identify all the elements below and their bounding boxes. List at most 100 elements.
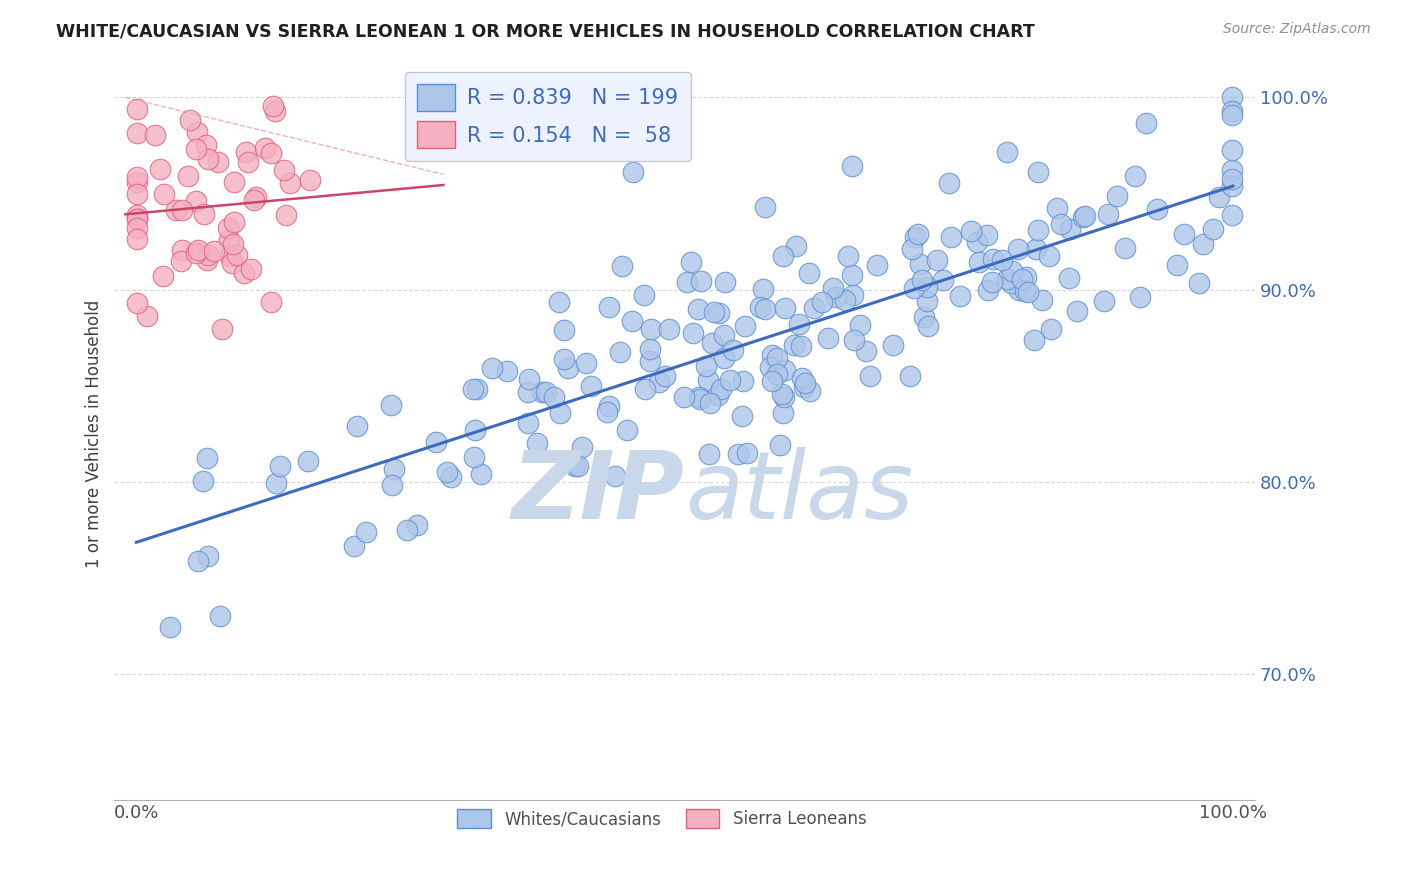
Point [238, 154, 260, 169]
Point [262, 99, 284, 113]
Point [969, 255, 991, 269]
Point [1026, 223, 1049, 237]
Point [425, 434, 447, 449]
Point [263, 103, 285, 118]
Point [245, 189, 267, 203]
Point [259, 294, 281, 309]
Point [772, 249, 794, 263]
Point [127, 295, 149, 310]
Point [949, 289, 972, 303]
Point [548, 406, 571, 420]
Point [346, 418, 368, 433]
Point [657, 322, 679, 336]
Point [440, 470, 463, 484]
Point [699, 447, 721, 461]
Point [721, 343, 744, 358]
Point [1173, 227, 1195, 241]
Point [734, 319, 756, 334]
Point [222, 236, 245, 251]
Point [276, 208, 298, 222]
Point [197, 549, 219, 563]
Point [688, 301, 710, 316]
Y-axis label: 1 or more Vehicles in Household: 1 or more Vehicles in Household [86, 300, 103, 568]
Point [634, 382, 657, 396]
Point [207, 155, 229, 169]
Point [470, 467, 492, 481]
Point [395, 524, 418, 538]
Point [1038, 249, 1060, 263]
Point [758, 360, 780, 375]
Point [1220, 90, 1243, 104]
Point [932, 273, 955, 287]
Point [579, 378, 602, 392]
Point [243, 193, 266, 207]
Point [983, 252, 1005, 266]
Point [837, 249, 859, 263]
Point [253, 141, 276, 155]
Point [769, 438, 792, 452]
Point [1220, 208, 1243, 222]
Point [917, 319, 939, 334]
Point [727, 447, 749, 461]
Point [1208, 190, 1230, 204]
Point [218, 234, 240, 248]
Point [1202, 221, 1225, 235]
Point [193, 474, 215, 488]
Point [718, 373, 741, 387]
Point [1146, 202, 1168, 216]
Point [149, 161, 172, 176]
Point [925, 252, 948, 267]
Point [941, 230, 963, 244]
Point [695, 359, 717, 374]
Point [596, 405, 619, 419]
Point [821, 281, 844, 295]
Point [553, 352, 575, 367]
Point [689, 392, 711, 406]
Point [648, 375, 671, 389]
Point [673, 390, 696, 404]
Point [773, 390, 796, 404]
Point [564, 459, 586, 474]
Point [463, 450, 485, 464]
Point [152, 186, 174, 201]
Point [848, 318, 870, 332]
Point [543, 390, 565, 404]
Point [783, 338, 806, 352]
Point [911, 273, 934, 287]
Point [1017, 285, 1039, 300]
Point [793, 376, 815, 391]
Point [1015, 270, 1038, 285]
Point [997, 145, 1019, 159]
Point [855, 344, 877, 359]
Point [793, 380, 815, 394]
Point [172, 202, 194, 217]
Point [165, 203, 187, 218]
Point [186, 245, 208, 260]
Point [841, 268, 863, 283]
Point [1057, 270, 1080, 285]
Point [1097, 207, 1119, 221]
Point [127, 232, 149, 246]
Point [1220, 172, 1243, 186]
Point [1025, 242, 1047, 256]
Point [381, 478, 404, 492]
Point [903, 281, 925, 295]
Point [699, 396, 721, 410]
Point [1024, 333, 1046, 347]
Point [1129, 290, 1152, 304]
Point [770, 387, 793, 401]
Point [127, 186, 149, 201]
Point [904, 230, 927, 244]
Point [127, 175, 149, 189]
Point [495, 363, 517, 377]
Point [714, 276, 737, 290]
Point [127, 126, 149, 140]
Point [761, 374, 783, 388]
Point [834, 293, 856, 307]
Point [654, 369, 676, 384]
Point [266, 476, 288, 491]
Point [1014, 284, 1036, 298]
Point [159, 620, 181, 634]
Point [960, 224, 983, 238]
Point [898, 369, 921, 384]
